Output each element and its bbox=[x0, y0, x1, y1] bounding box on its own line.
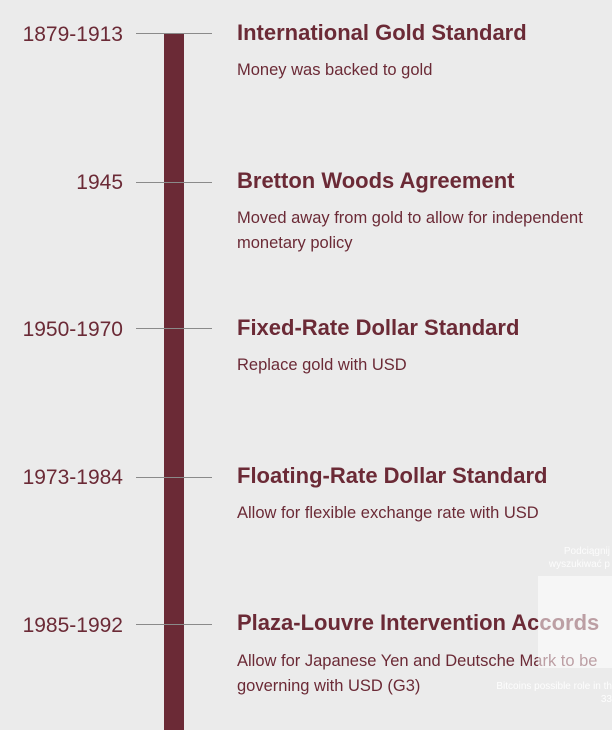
event-year: 1945 bbox=[76, 171, 123, 194]
overlay-caption-line: 33 bbox=[600, 694, 612, 705]
overlay-tip-line: Podciągnij bbox=[563, 546, 610, 557]
event-year: 1950-1970 bbox=[22, 318, 123, 341]
event-year: 1973-1984 bbox=[22, 466, 123, 489]
timeline-tick bbox=[136, 477, 212, 478]
timeline-tick bbox=[136, 624, 212, 625]
event-title: Bretton Woods Agreement bbox=[237, 168, 515, 193]
event-description: Money was backed to gold bbox=[237, 61, 433, 79]
overlay-tip-line: wyszukiwać p bbox=[548, 559, 610, 570]
overlay-tooltip: Podciągnij wyszukiwać p bbox=[549, 545, 610, 571]
event-description: Replace gold with USD bbox=[237, 356, 407, 374]
event-description: Allow for Japanese Yen and Deutsche Mark… bbox=[237, 652, 598, 695]
timeline-tick bbox=[136, 182, 212, 183]
event-description: Moved away from gold to allow for indepe… bbox=[237, 209, 583, 252]
timeline-spine bbox=[164, 33, 184, 730]
overlay-thumbnail[interactable] bbox=[538, 576, 612, 668]
timeline-tick bbox=[136, 328, 212, 329]
event-year: 1985-1992 bbox=[22, 614, 123, 637]
event-title: Floating-Rate Dollar Standard bbox=[237, 463, 548, 488]
event-description: Allow for flexible exchange rate with US… bbox=[237, 504, 539, 522]
timeline-tick bbox=[136, 33, 212, 34]
event-title: Fixed-Rate Dollar Standard bbox=[237, 315, 520, 340]
overlay-caption[interactable]: Bitcoins possible role in th 33 bbox=[466, 680, 612, 706]
overlay-caption-line: Bitcoins possible role in th bbox=[496, 681, 612, 692]
event-year: 1879-1913 bbox=[22, 23, 123, 46]
event-title: International Gold Standard bbox=[237, 20, 527, 45]
